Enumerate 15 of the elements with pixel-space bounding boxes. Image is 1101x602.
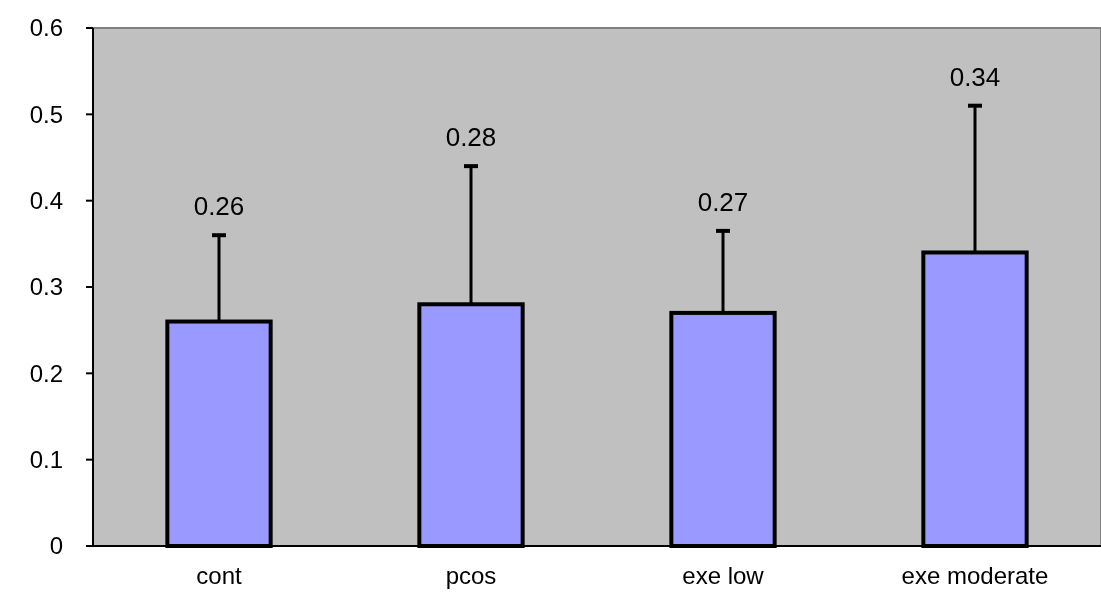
annotation: 0.28: [445, 122, 497, 153]
y-tick-label: 0.4: [29, 187, 63, 215]
y-tick-label: 0.3: [29, 273, 63, 301]
annotation: 0.34: [949, 61, 1001, 92]
x-tick-label: cont: [196, 562, 243, 589]
annotation: 0.27: [697, 186, 749, 217]
y-tick-label: 0.5: [29, 100, 63, 128]
x-tick-label: pcos: [445, 562, 497, 589]
y-tick-label: 0: [49, 532, 63, 560]
y-tick-label: 0.6: [29, 14, 63, 42]
y-tick-label: 0.2: [29, 359, 63, 387]
annotation: 0.26: [193, 191, 245, 222]
x-tick-label: exe low: [682, 562, 765, 589]
x-tick-label: exe moderate: [901, 562, 1049, 589]
y-tick-label: 0.1: [29, 446, 63, 474]
